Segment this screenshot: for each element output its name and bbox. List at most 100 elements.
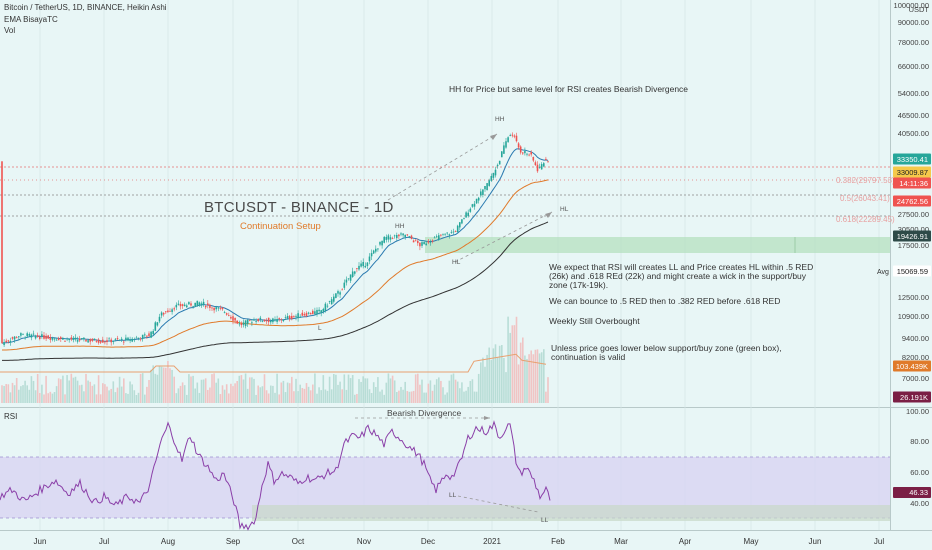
volume-bar	[95, 394, 98, 403]
volume-bar	[354, 394, 356, 403]
price-tick-label: 54000.00	[898, 89, 929, 98]
volume-bar	[26, 385, 28, 403]
volume-bar	[387, 373, 390, 403]
candle-body	[291, 315, 293, 319]
candle-body	[501, 151, 503, 158]
candle-body	[156, 322, 159, 326]
price-badge	[893, 177, 931, 189]
candle-body	[123, 341, 125, 343]
candle-body	[196, 300, 199, 307]
volume-bar	[366, 378, 369, 403]
volume-bar	[131, 384, 133, 403]
volume-bar	[211, 374, 213, 403]
candle-body	[55, 339, 58, 341]
candle-body	[234, 317, 236, 321]
volume-bar	[398, 390, 400, 403]
candle-body	[368, 256, 371, 262]
candle-body	[293, 316, 295, 318]
volume-bar	[429, 380, 432, 403]
volume-bar	[501, 345, 503, 403]
candle-body	[85, 339, 87, 342]
volume-bar	[133, 390, 136, 403]
price-pane[interactable]	[0, 0, 890, 407]
volume-bar	[110, 388, 112, 403]
candle-body	[152, 330, 154, 335]
volume-bar	[288, 383, 291, 403]
volume-ma-line	[0, 353, 547, 373]
indicator-ema-label[interactable]: EMA BisayaTC	[4, 15, 58, 24]
candle-body	[547, 160, 549, 162]
rsi-tick-label: 80.00	[910, 437, 929, 446]
candle-body	[276, 319, 278, 322]
volume-bar	[135, 394, 138, 403]
volume-bar	[257, 385, 259, 403]
volume-bar	[444, 394, 446, 403]
candle-body	[522, 152, 524, 154]
volume-bar	[102, 383, 104, 403]
candle-body	[393, 235, 396, 237]
candle-body	[398, 234, 400, 237]
analysis-para-1a: We expect that RSI will creates LL and P…	[549, 262, 814, 272]
volume-bar	[381, 389, 383, 403]
candle-body	[160, 312, 163, 316]
volume-bar	[473, 391, 476, 403]
indicator-vol-label[interactable]: Vol	[4, 26, 16, 35]
time-axis-label: Feb	[551, 537, 565, 546]
volume-bar	[519, 342, 522, 403]
volume-bar	[154, 373, 157, 403]
candlesticks[interactable]	[1, 132, 549, 348]
volume-bar	[435, 379, 438, 403]
candle-body	[490, 176, 493, 181]
hh-label-top: HH	[495, 116, 505, 123]
rsi-pane-label[interactable]: RSI	[4, 412, 18, 421]
candle-body	[257, 318, 259, 322]
volume-bar	[78, 385, 81, 403]
support-buy-zone	[425, 237, 890, 253]
volume-bar	[188, 374, 190, 403]
candle-body	[330, 299, 333, 305]
price-axis[interactable]: 100000.00 90000.00 78000.00 66000.00 54000.0…	[877, 1, 931, 403]
candle-body	[345, 279, 348, 283]
volume-bar	[547, 377, 549, 403]
candle-body	[410, 235, 413, 240]
price-badge	[893, 360, 931, 372]
analysis-para-1c: zone (17k-19k).	[549, 280, 609, 290]
candle-body	[246, 319, 249, 324]
candle-body	[102, 339, 104, 343]
volume-bar	[148, 380, 150, 403]
chart-subtitle: Continuation Setup	[240, 221, 321, 232]
time-axis[interactable]: Jun Jul Aug Sep Oct Nov Dec 2021 Feb Mar Apr May Jun…	[34, 537, 885, 546]
candle-body	[24, 337, 26, 339]
volume-bar	[503, 358, 505, 403]
candle-body	[528, 154, 530, 156]
volume-bar	[91, 385, 94, 403]
rsi-ll-arrow	[457, 495, 539, 513]
candle-body	[173, 308, 175, 310]
volume-bar	[312, 384, 314, 403]
candle-body	[169, 310, 171, 312]
volume-bar	[440, 380, 442, 403]
volume-bar	[358, 379, 360, 403]
candle-body	[505, 141, 507, 148]
candle-body	[278, 318, 280, 319]
candle-body	[47, 335, 49, 339]
rsi-axis[interactable]: 100.00 80.00 60.00 40.00 46.33	[893, 407, 931, 508]
candle-body	[295, 315, 297, 317]
price-tick-label: 9400.00	[902, 334, 929, 343]
volume-bar	[538, 353, 541, 403]
volume-bar	[377, 377, 379, 403]
candle-body	[513, 135, 516, 137]
candle-body	[452, 231, 455, 233]
volume-bar	[202, 379, 205, 403]
time-axis-label: Jun	[34, 537, 47, 546]
candle-body	[396, 235, 398, 239]
symbol-header[interactable]: Bitcoin / TetherUS, 1D, BINANCE, Heikin …	[4, 3, 167, 12]
volume-bar	[522, 337, 524, 403]
volume-bar	[509, 332, 511, 403]
volume-bar	[375, 386, 377, 403]
volume-bar	[349, 378, 352, 403]
candle-body	[64, 340, 66, 342]
volume-bar	[18, 389, 20, 403]
volume-bar	[9, 392, 12, 403]
